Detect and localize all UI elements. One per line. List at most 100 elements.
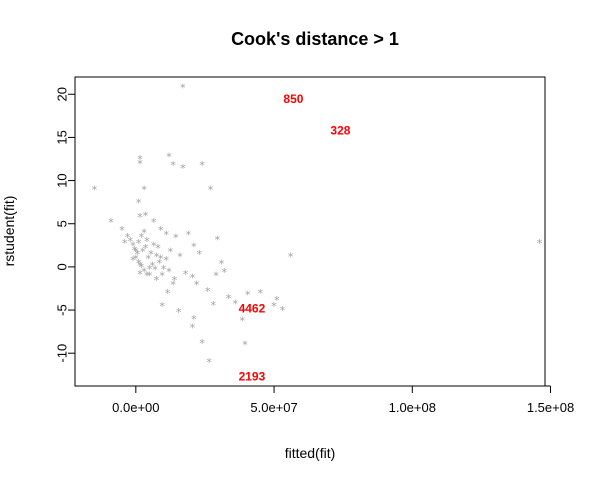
x-tick-label: 1.0e+08 (389, 400, 436, 415)
data-point: * (172, 274, 178, 287)
data-point: * (208, 183, 214, 196)
data-point: * (151, 239, 157, 252)
data-point: * (137, 259, 143, 272)
data-point: * (176, 306, 182, 319)
data-point: * (199, 337, 205, 350)
y-tick-label: -5 (55, 304, 70, 316)
data-point: * (125, 231, 131, 244)
x-tick-label: 5.0e+07 (250, 400, 297, 415)
data-point: * (197, 248, 203, 261)
x-tick-label: 1.5e+08 (527, 400, 574, 415)
x-axis: 0.0e+00 5.0e+07 1.0e+08 1.5e+08 (112, 385, 574, 415)
data-point: * (206, 356, 212, 369)
data-point: * (136, 257, 142, 270)
data-point: * (177, 251, 183, 264)
y-tick-label: 15 (55, 130, 70, 144)
data-point: * (222, 266, 228, 279)
data-point: * (154, 274, 160, 287)
data-point: * (144, 270, 150, 283)
data-point: * (537, 237, 543, 250)
data-point: * (186, 228, 192, 241)
data-point: * (119, 224, 125, 237)
data-point: * (163, 254, 169, 267)
data-point: * (170, 278, 176, 291)
y-axis: -10 -5 0 5 10 15 20 (55, 87, 76, 363)
data-point: * (147, 263, 153, 276)
data-point: * (240, 315, 246, 328)
data-point: * (158, 224, 164, 237)
data-point: * (143, 242, 149, 255)
data-point: * (154, 251, 160, 264)
y-tick-label: 0 (55, 263, 70, 270)
data-point: * (147, 270, 153, 283)
data-points: ****** * ****** *** * * * ****** ** * * ***********… (92, 82, 543, 369)
data-point: * (274, 294, 280, 307)
data-point: * (210, 299, 216, 312)
data-point: * (134, 248, 140, 261)
y-tick-label: 5 (55, 220, 70, 227)
data-point: * (108, 216, 114, 229)
data-point: * (133, 246, 139, 259)
data-point: * (219, 258, 225, 271)
data-point: * (242, 339, 248, 352)
data-point: * (137, 268, 143, 281)
data-point: * (137, 211, 143, 224)
data-point: * (137, 153, 143, 166)
data-point: * (152, 264, 158, 277)
data-point: * (280, 304, 286, 317)
data-point: * (158, 252, 164, 265)
data-point: * (215, 233, 221, 246)
data-point: * (205, 285, 211, 298)
data-point: * (159, 270, 165, 283)
data-point: * (128, 235, 134, 248)
data-point: * (148, 248, 154, 261)
data-point: * (139, 261, 145, 274)
data-point: * (183, 268, 189, 281)
data-point: * (151, 216, 157, 229)
data-point: * (199, 159, 205, 172)
data-point: * (143, 209, 149, 222)
data-point: * (257, 287, 263, 300)
data-point: * (144, 235, 150, 248)
data-point: * (190, 271, 196, 284)
data-point: * (140, 246, 146, 259)
data-point: * (130, 239, 136, 252)
chart-title: Cook's distance > 1 (231, 29, 399, 49)
point-labels: 850 328 4462 2193 (239, 92, 351, 384)
data-point: * (150, 259, 156, 272)
data-point: * (157, 257, 163, 270)
data-point: * (163, 228, 169, 241)
y-tick-label: 20 (55, 87, 70, 101)
data-point: * (165, 287, 171, 300)
data-point: * (191, 313, 197, 326)
data-point: * (166, 265, 172, 278)
data-point: * (130, 254, 136, 267)
data-point: * (155, 242, 161, 255)
data-point: * (191, 240, 197, 253)
y-tick-label: 10 (55, 173, 70, 187)
data-point: * (141, 265, 147, 278)
data-point: * (92, 183, 98, 196)
data-point: * (194, 278, 200, 291)
data-point: * (136, 196, 142, 209)
x-axis-label: fitted(fit) (285, 445, 336, 461)
data-point: * (161, 263, 167, 276)
data-point: * (213, 270, 219, 283)
data-point: * (141, 183, 147, 196)
data-point: * (226, 292, 232, 305)
data-point: * (132, 244, 138, 257)
data-point: * (137, 157, 143, 170)
data-point: * (146, 252, 152, 265)
point-label: 850 (283, 92, 303, 106)
data-point: * (180, 82, 186, 95)
data-point: * (141, 227, 147, 240)
data-point: * (168, 246, 174, 259)
data-point: * (233, 297, 239, 310)
y-axis-label: rstudent(fit) (1, 196, 17, 267)
data-point: * (288, 251, 294, 264)
point-label: 2193 (239, 370, 266, 384)
data-point: * (271, 300, 277, 313)
data-point: * (170, 159, 176, 172)
data-point: * (159, 300, 165, 313)
